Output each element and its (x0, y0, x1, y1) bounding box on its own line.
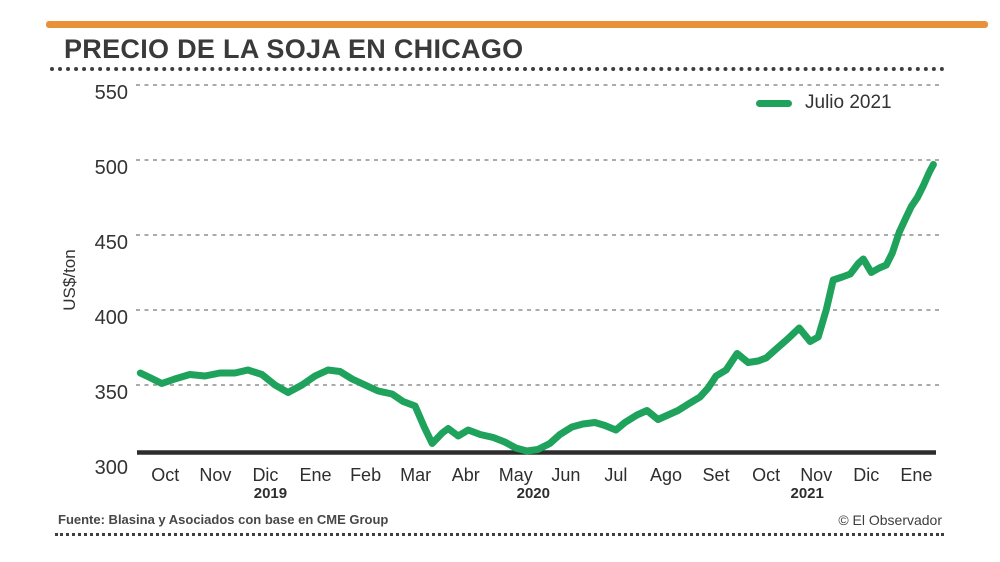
title-separator (50, 67, 945, 71)
x-tick-label-14-dic: Dic (853, 465, 880, 485)
x-tick-label-0-oct: Oct (151, 465, 180, 485)
credit-note: © El Observador (838, 512, 942, 528)
x-tick-label-2-dic: Dic (252, 465, 279, 485)
x-tick-label-10-ago: Ago (649, 465, 683, 485)
y-tick-label-350: 350 (94, 382, 128, 404)
x-tick-label-4-feb: Feb (350, 465, 382, 485)
x-tick-label-13-nov: Nov (800, 465, 833, 485)
x-tick-label-5-mar: Mar (400, 465, 432, 485)
y-tick-label-550: 550 (94, 82, 128, 104)
x-tick-label-8-jun: Jun (551, 465, 581, 485)
year-label-2019: 2019 (253, 485, 288, 502)
x-tick-label-9-jul: Jul (604, 465, 628, 485)
y-tick-label-500: 500 (94, 157, 128, 179)
price-series-line (136, 161, 937, 455)
x-tick-label-12-oct: Oct (752, 465, 781, 485)
y-axis-title: US$/ton (60, 249, 79, 311)
y-tick-label-450: 450 (94, 232, 128, 254)
legend-line-swatch (756, 99, 792, 107)
legend-label: Julio 2021 (805, 92, 892, 113)
x-tick-label-3-ene: Ene (299, 465, 332, 485)
y-tick-label-300: 300 (94, 457, 128, 479)
legend: Julio 2021 (756, 92, 892, 113)
x-tick-label-15-ene: Ene (900, 465, 933, 485)
x-tick-label-1-nov: Nov (199, 465, 232, 485)
x-tick-label-11-set: Set (702, 465, 730, 485)
year-label-2021: 2021 (790, 485, 824, 502)
page-title: PRECIO DE LA SOJA EN CHICAGO (64, 34, 524, 64)
y-tick-label-400: 400 (94, 307, 128, 329)
source-note: Fuente: Blasina y Asociados con base en … (58, 512, 389, 527)
footer-separator (55, 533, 944, 536)
x-tick-label-6-abr: Abr (451, 465, 480, 485)
year-label-2020: 2020 (516, 485, 550, 502)
x-tick-label-7-may: May (498, 465, 533, 485)
top-accent-bar (46, 21, 988, 28)
